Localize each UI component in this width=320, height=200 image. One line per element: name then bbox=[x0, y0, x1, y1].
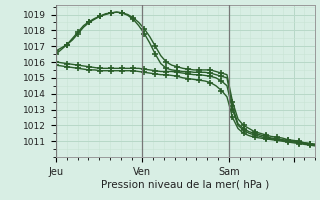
X-axis label: Pression niveau de la mer( hPa ): Pression niveau de la mer( hPa ) bbox=[101, 180, 270, 190]
